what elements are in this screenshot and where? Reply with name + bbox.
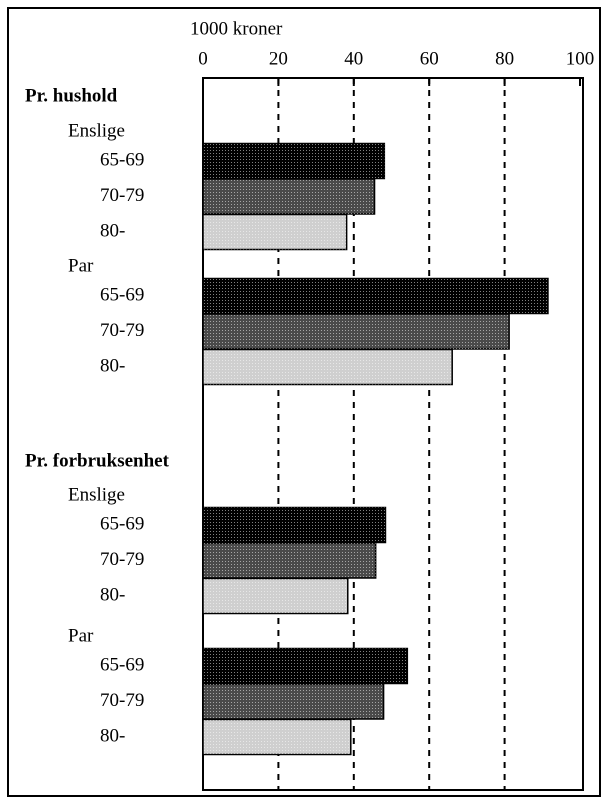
y-tick-label: 80-	[100, 725, 125, 746]
y-tick-label: 80-	[100, 355, 125, 376]
y-tick-label: 65-69	[100, 654, 144, 675]
x-tick-label: 40	[344, 48, 363, 69]
y-tick-label: 80-	[100, 220, 125, 241]
bar-texture	[203, 349, 453, 385]
y-tick-label: 65-69	[100, 149, 144, 170]
x-tick-label: 0	[198, 48, 208, 69]
y-tick-label: 70-79	[100, 185, 144, 206]
x-tick-label: 100	[566, 48, 595, 69]
x-tick-label: 20	[269, 48, 288, 69]
bar-texture	[203, 719, 351, 755]
x-tick-label: 60	[420, 48, 439, 69]
y-tick-label: 70-79	[100, 320, 144, 341]
y-tick-label: 70-79	[100, 690, 144, 711]
subgroup-label: Par	[68, 255, 94, 276]
y-tick-label: 70-79	[100, 549, 144, 570]
bar-texture	[203, 278, 548, 314]
frame	[7, 7, 601, 797]
subgroup-label: Par	[68, 625, 94, 646]
group-label: Pr. hushold	[25, 85, 118, 106]
bar-texture	[203, 314, 510, 349]
subgroup-label: Enslige	[68, 484, 125, 505]
bar-texture	[203, 179, 375, 214]
y-tick-label: 80-	[100, 584, 125, 605]
bar-texture	[203, 143, 385, 179]
subgroup-label: Enslige	[68, 120, 125, 141]
bar-texture	[203, 648, 408, 684]
axis-label: 1000 kroner	[190, 18, 283, 39]
x-tick-label: 80	[495, 48, 514, 69]
bar-texture	[203, 507, 386, 543]
group-label: Pr. forbruksenhet	[25, 450, 170, 471]
bar-texture	[203, 214, 347, 250]
y-tick-label: 65-69	[100, 513, 144, 534]
y-tick-label: 65-69	[100, 284, 144, 305]
bar-texture	[203, 684, 384, 719]
plot-area	[202, 77, 584, 791]
bar-texture	[203, 543, 376, 578]
bar-texture	[203, 578, 348, 614]
